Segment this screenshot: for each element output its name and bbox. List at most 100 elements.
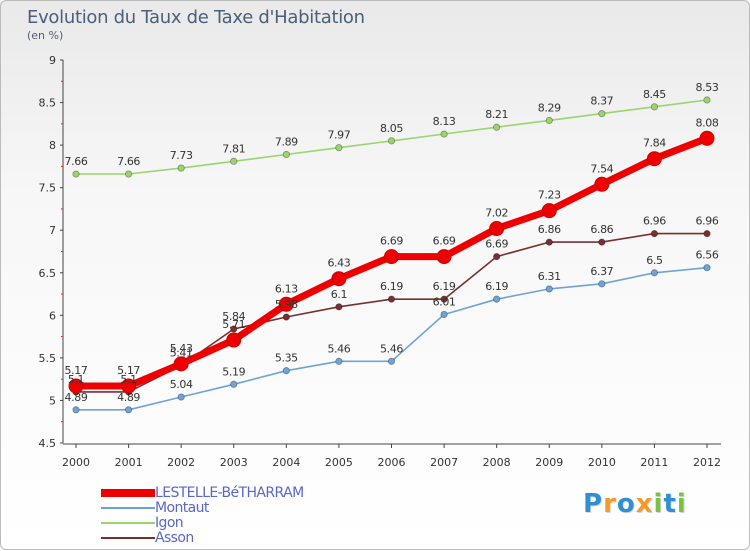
- data-label: 6.19: [433, 280, 456, 293]
- data-label: 7.66: [65, 155, 88, 168]
- data-point: [331, 271, 347, 287]
- data-point: [124, 170, 133, 178]
- data-point: [68, 378, 84, 394]
- logo-letter: t: [663, 489, 677, 519]
- data-label: 6.13: [275, 282, 298, 295]
- data-point: [384, 249, 399, 265]
- data-point: [545, 238, 553, 246]
- y-tick-label: 7.5: [39, 182, 57, 195]
- chart-title: Evolution du Taux de Taxe d'Habitation: [27, 7, 365, 28]
- data-label: 5.98: [275, 298, 298, 311]
- data-label: 6.69: [433, 235, 456, 248]
- axes: 4.5 5 5.5 6 6.5 7 7.5 8 8.5 9 2000 2001 2002 2003 2004…: [39, 54, 721, 469]
- data-point: [650, 103, 659, 111]
- data-point: [173, 356, 189, 372]
- data-point: [493, 253, 501, 261]
- data-point: [177, 164, 185, 172]
- legend-item: Montaut: [101, 499, 304, 516]
- x-tick-label: 2001: [115, 456, 143, 469]
- y-tick-label: 6.5: [39, 267, 57, 280]
- data-label: 5.17: [117, 364, 140, 377]
- y-tick-label: 9: [49, 54, 56, 67]
- y-tick-label: 7: [49, 224, 56, 237]
- data-label: 5.43: [170, 342, 193, 355]
- logo-letter: x: [635, 489, 654, 519]
- data-point: [650, 230, 659, 238]
- data-label: 7.02: [485, 207, 508, 220]
- data-label: 7.23: [538, 189, 561, 202]
- data-label: 6.56: [696, 249, 719, 262]
- data-point: [493, 123, 501, 131]
- data-point: [72, 170, 80, 178]
- data-point: [278, 296, 294, 312]
- data-label: 5.71: [222, 318, 245, 331]
- x-tick-label: 2004: [272, 456, 300, 469]
- data-label: 5.41: [170, 347, 193, 360]
- data-point: [594, 176, 610, 192]
- data-point: [226, 332, 242, 348]
- logo-letter: r: [603, 489, 617, 519]
- data-point: [72, 406, 80, 414]
- legend-swatch: [101, 521, 155, 524]
- x-tick-label: 2002: [167, 456, 195, 469]
- data-label: 7.66: [117, 155, 140, 168]
- y-tick-label: 4.5: [39, 437, 57, 450]
- data-label: 8.21: [485, 108, 508, 121]
- y-tick-label: 8.5: [39, 97, 57, 110]
- x-tick-label: 2003: [220, 456, 248, 469]
- data-label: 8.53: [696, 81, 719, 94]
- y-tick-label: 8: [49, 139, 56, 152]
- data-label: 7.54: [590, 162, 613, 175]
- data-label: 6.96: [643, 215, 666, 228]
- data-point: [121, 378, 137, 394]
- data-point: [489, 221, 505, 237]
- data-label: 6.19: [485, 280, 508, 293]
- legend-item: LESTELLE-BéTHARRAM: [101, 484, 304, 501]
- data-labels: 4.89 4.89 5.04 5.19 5.35 5.46 5.46 6.01 6.19 6.31…: [65, 81, 720, 404]
- data-point: [387, 137, 396, 145]
- data-point: [545, 285, 553, 293]
- data-label: 6.69: [485, 238, 508, 251]
- data-label: 6.19: [380, 280, 403, 293]
- data-point: [598, 110, 606, 118]
- data-point: [230, 380, 238, 388]
- x-tick-label: 2011: [640, 456, 668, 469]
- data-label: 5.35: [275, 352, 298, 365]
- data-label: 6.96: [696, 215, 719, 228]
- y-tick-label: 6: [49, 309, 56, 322]
- data-label: 7.81: [222, 142, 245, 155]
- data-point: [282, 367, 290, 375]
- data-point: [598, 238, 606, 246]
- data-label: 8.45: [643, 88, 666, 101]
- x-tick-label: 2010: [588, 456, 616, 469]
- data-point: [282, 313, 290, 321]
- x-tick-label: 2009: [535, 456, 563, 469]
- data-label: 6.86: [590, 223, 613, 236]
- data-point: [440, 310, 448, 319]
- data-label: 4.89: [65, 391, 88, 404]
- logo-letter: o: [616, 489, 636, 519]
- data-label: 8.05: [380, 122, 403, 135]
- data-point: [699, 130, 715, 146]
- data-label: 6.37: [590, 265, 613, 278]
- x-tick-label: 2000: [62, 456, 90, 469]
- data-point: [545, 116, 553, 125]
- data-label: 6.31: [538, 270, 561, 283]
- legend-label: Igon: [155, 514, 184, 531]
- data-label: 6.1: [331, 288, 347, 301]
- logo-letter: i: [653, 489, 664, 519]
- data-label: 7.73: [170, 149, 193, 162]
- data-point: [436, 249, 452, 265]
- data-label: 5.46: [380, 342, 403, 355]
- legend-item: Asson: [101, 529, 304, 546]
- legend-label: Montaut: [155, 499, 209, 516]
- data-point: [335, 303, 343, 311]
- legend-label: LESTELLE-BéTHARRAM: [155, 484, 304, 501]
- legend-label: Asson: [155, 529, 194, 546]
- data-label: 6.86: [538, 223, 561, 236]
- data-label: 6.5: [646, 254, 663, 267]
- data-label: 5.84: [222, 310, 245, 323]
- x-tick-label: 2006: [378, 456, 406, 469]
